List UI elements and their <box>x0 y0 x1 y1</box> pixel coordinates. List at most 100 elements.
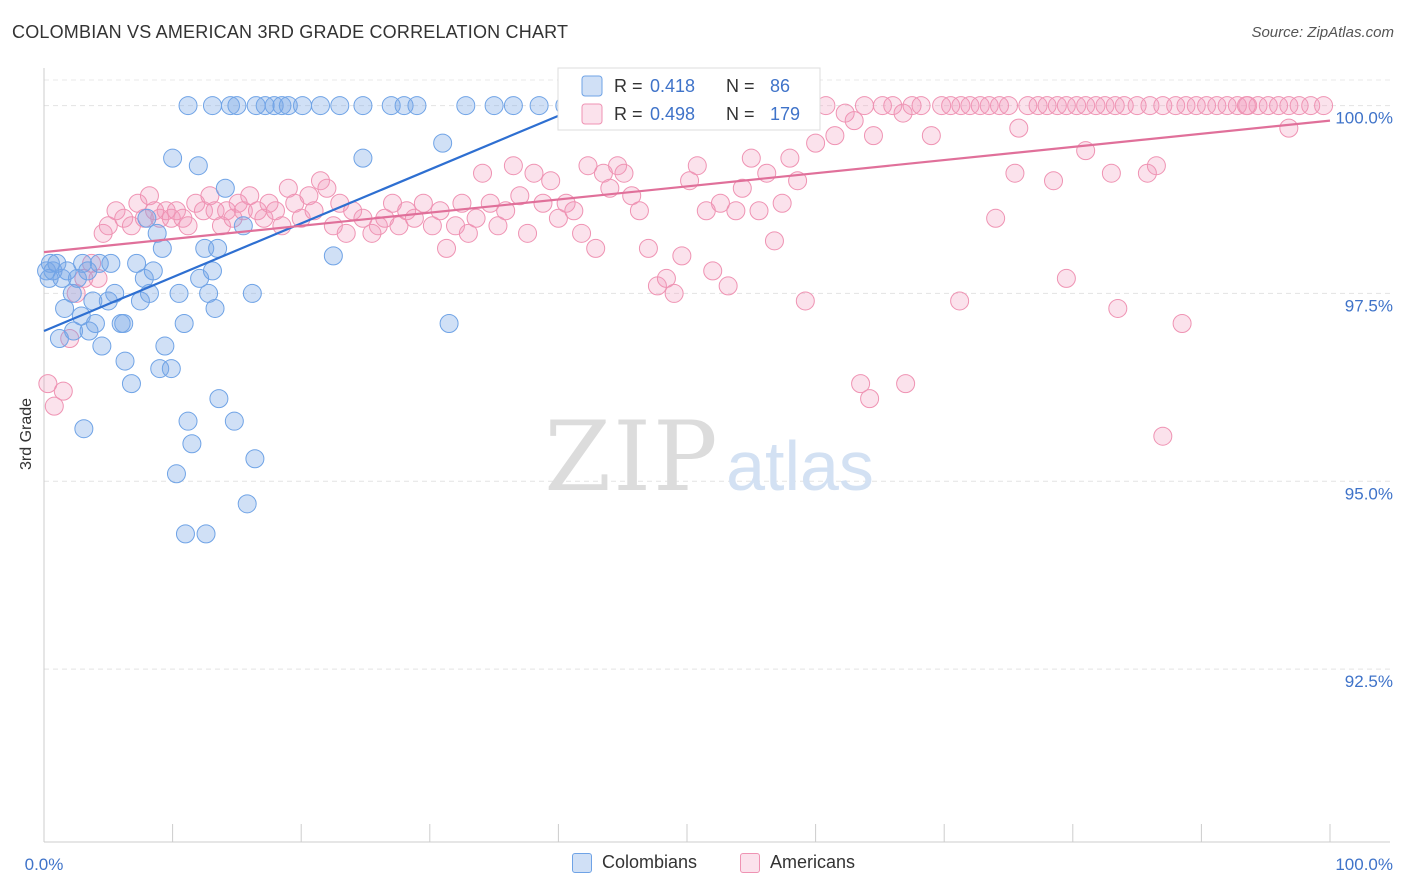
y-tick-label: 97.5% <box>1345 296 1393 315</box>
american-point <box>664 283 684 303</box>
american-point <box>541 171 561 191</box>
colombian-point <box>169 283 189 303</box>
american-point <box>608 156 628 176</box>
legend-label-colombians: Colombians <box>602 852 698 872</box>
colombian-point <box>182 434 202 454</box>
american-point <box>1172 313 1192 333</box>
colombian-point <box>178 411 198 431</box>
y-tick-label: 95.0% <box>1345 484 1393 503</box>
american-point <box>368 216 388 236</box>
colombian-point <box>78 261 98 281</box>
colombian-point <box>64 321 84 341</box>
american-point <box>98 216 118 236</box>
american-point <box>488 216 508 236</box>
american-point <box>911 96 931 116</box>
colombian-point <box>127 253 147 273</box>
colombian-point <box>137 208 157 228</box>
american-point <box>1101 163 1121 183</box>
american-point <box>718 276 738 296</box>
american-point <box>1037 96 1057 116</box>
colombian-point <box>74 419 94 439</box>
american-point <box>854 96 874 116</box>
american-point <box>772 193 792 213</box>
legend-label-americans: Americans <box>770 852 856 872</box>
colombian-point <box>67 268 87 288</box>
american-point <box>437 238 457 258</box>
colombian-point <box>55 298 75 318</box>
colombian-point <box>101 253 121 273</box>
colombian-point <box>245 449 265 469</box>
american-point <box>656 268 676 288</box>
american-point <box>844 111 864 131</box>
american-point <box>672 246 692 266</box>
colombian-point <box>433 133 453 153</box>
american-point <box>1076 96 1096 116</box>
x-tick-label: 0.0% <box>25 855 64 874</box>
y-tick-label: 100.0% <box>1335 109 1393 128</box>
american-point <box>1289 96 1309 116</box>
colombian-point <box>178 96 198 116</box>
colombian-point <box>79 321 99 341</box>
colombian-point <box>152 238 172 258</box>
american-point <box>638 238 658 258</box>
colombian-point <box>188 156 208 176</box>
american-point <box>88 268 108 288</box>
american-point <box>921 126 941 146</box>
american-point <box>1269 96 1289 116</box>
american-point <box>1314 96 1334 116</box>
colombian-point <box>353 96 373 116</box>
colombian-point <box>62 283 82 303</box>
american-point <box>1005 163 1025 183</box>
american-point <box>1009 118 1029 138</box>
american-point <box>1248 96 1268 116</box>
american-point <box>1153 426 1173 446</box>
colombian-point <box>155 336 175 356</box>
colombian-point <box>292 96 312 116</box>
colombian-point <box>202 261 222 281</box>
colombian-point <box>272 96 292 116</box>
colombian-point <box>330 96 350 116</box>
series-colombians <box>37 96 575 544</box>
american-point <box>466 208 486 228</box>
legend-item-colombians[interactable]: Colombians <box>572 852 697 873</box>
american-point <box>979 96 999 116</box>
american-point <box>732 178 752 198</box>
colombian-point <box>161 359 181 379</box>
colombian-point <box>278 96 298 116</box>
stats-r-value: 0.418 <box>650 76 695 96</box>
watermark-atlas: atlas <box>726 427 874 505</box>
american-point <box>950 291 970 311</box>
watermark-zip: ZIP <box>544 401 719 513</box>
colombian-point <box>89 253 109 273</box>
stats-n-value: 86 <box>770 76 790 96</box>
colombian-point <box>215 178 235 198</box>
colombian-point <box>484 96 504 116</box>
american-point <box>362 223 382 243</box>
legend-item-americans[interactable]: Americans <box>740 852 855 873</box>
american-point <box>863 126 883 146</box>
colombian-point <box>205 298 225 318</box>
american-point <box>806 133 826 153</box>
colombian-point <box>503 96 523 116</box>
american-point <box>741 148 761 168</box>
american-point <box>518 223 538 243</box>
american-point <box>503 156 523 176</box>
american-point <box>1197 96 1217 116</box>
american-point <box>1207 96 1227 116</box>
colombian-point <box>166 464 186 484</box>
american-point <box>310 171 330 191</box>
chart-title: COLOMBIAN VS AMERICAN 3RD GRADE CORRELAT… <box>12 22 569 42</box>
colombian-point <box>242 283 262 303</box>
american-point <box>1186 96 1206 116</box>
stats-swatch-colombians <box>581 75 603 97</box>
american-point <box>473 163 493 183</box>
american-point <box>200 186 220 206</box>
colombian-point <box>147 223 167 243</box>
stats-n-value: 179 <box>770 104 800 124</box>
colombian-point <box>353 148 373 168</box>
colombian-point <box>114 313 134 333</box>
american-point <box>1044 171 1064 191</box>
american-point <box>1146 156 1166 176</box>
american-point <box>1176 96 1196 116</box>
